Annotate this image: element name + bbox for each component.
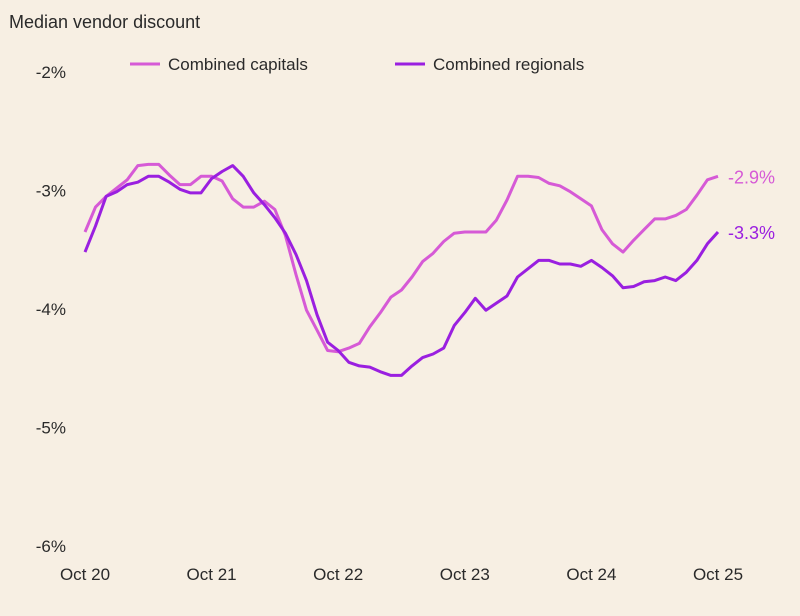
x-tick-label: Oct 23 bbox=[440, 565, 490, 584]
end-value-label: -2.9% bbox=[728, 167, 775, 187]
legend: Combined capitals Combined regionals bbox=[130, 55, 584, 74]
x-tick-label: Oct 21 bbox=[187, 565, 237, 584]
series-line-regionals bbox=[83, 164, 720, 377]
series-line-capitals bbox=[83, 162, 719, 354]
chart-title: Median vendor discount bbox=[9, 12, 200, 32]
legend-label-regionals: Combined regionals bbox=[433, 55, 584, 74]
y-tick-label: -4% bbox=[36, 300, 66, 319]
x-tick-label: Oct 20 bbox=[60, 565, 110, 584]
x-tick-label: Oct 24 bbox=[566, 565, 616, 584]
end-value-label: -3.3% bbox=[728, 223, 775, 243]
y-tick-label: -6% bbox=[36, 537, 66, 556]
legend-label-capitals: Combined capitals bbox=[168, 55, 308, 74]
y-tick-label: -2% bbox=[36, 63, 66, 82]
y-tick-label: -5% bbox=[36, 419, 66, 438]
x-tick-label: Oct 25 bbox=[693, 565, 743, 584]
y-tick-label: -3% bbox=[36, 182, 66, 201]
x-tick-label: Oct 22 bbox=[313, 565, 363, 584]
